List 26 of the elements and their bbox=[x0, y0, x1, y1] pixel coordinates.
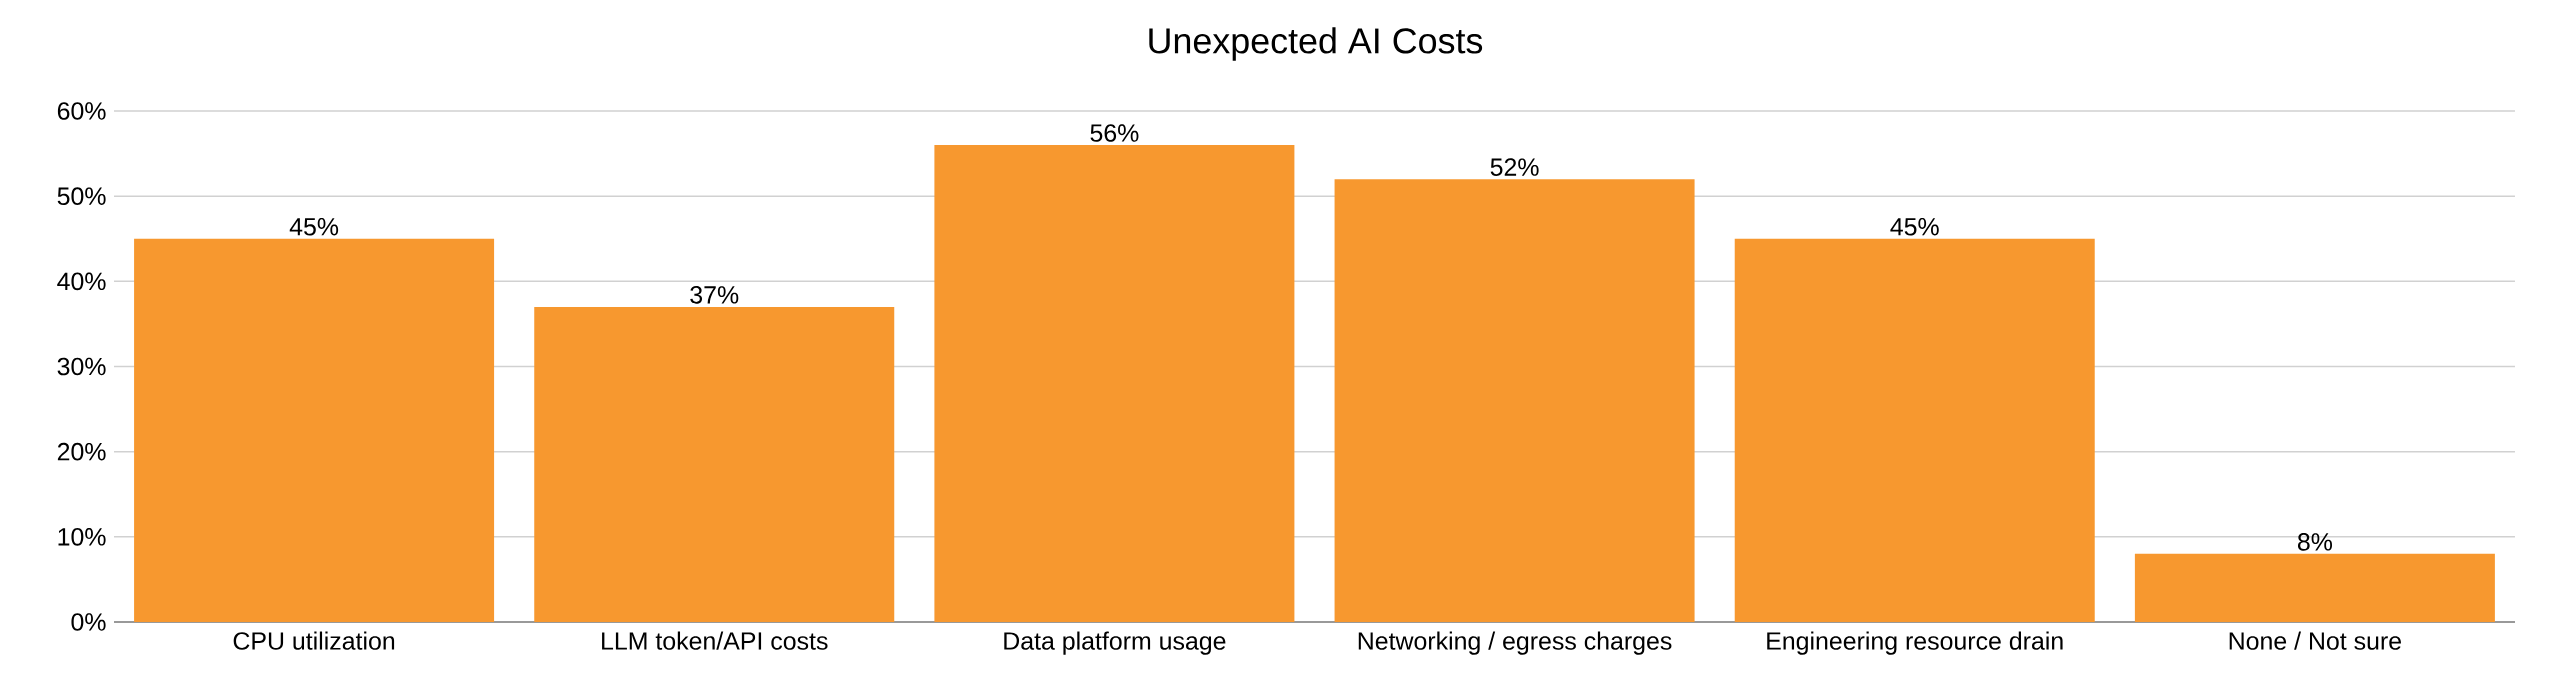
x-tick-label: CPU utilization bbox=[233, 631, 395, 650]
y-tick-label: 40% bbox=[57, 272, 106, 291]
y-tick-label: 10% bbox=[58, 528, 106, 546]
bar bbox=[1734, 238, 2095, 622]
y-tick-label: 50% bbox=[57, 187, 106, 205]
y-tick-label: 30% bbox=[57, 357, 106, 376]
y-tick-label: 60% bbox=[57, 102, 106, 120]
bar bbox=[934, 145, 1295, 622]
bar bbox=[534, 306, 895, 622]
bar bbox=[134, 238, 495, 622]
x-tick-label: Data platform usage bbox=[1004, 631, 1226, 655]
bar bbox=[1334, 179, 1695, 622]
x-tick-label: Engineering resource drain bbox=[1767, 631, 2063, 655]
data-label: 37% bbox=[690, 286, 739, 304]
data-label: 56% bbox=[1090, 124, 1139, 142]
data-label: 45% bbox=[289, 218, 339, 236]
bar bbox=[2134, 553, 2495, 622]
y-tick-label: 0% bbox=[71, 613, 106, 631]
x-tick-label: LLM token/API costs bbox=[602, 631, 828, 650]
chart-title: Unexpected AI Costs bbox=[1149, 27, 1483, 61]
x-tick-label: None / Not sure bbox=[2229, 631, 2401, 650]
y-tick-label: 20% bbox=[57, 442, 106, 461]
data-label: 8% bbox=[2297, 533, 2332, 551]
data-label: 52% bbox=[1490, 158, 1539, 176]
x-tick-label: Networking / egress charges bbox=[1358, 631, 1672, 655]
data-label: 45% bbox=[1890, 218, 1939, 236]
